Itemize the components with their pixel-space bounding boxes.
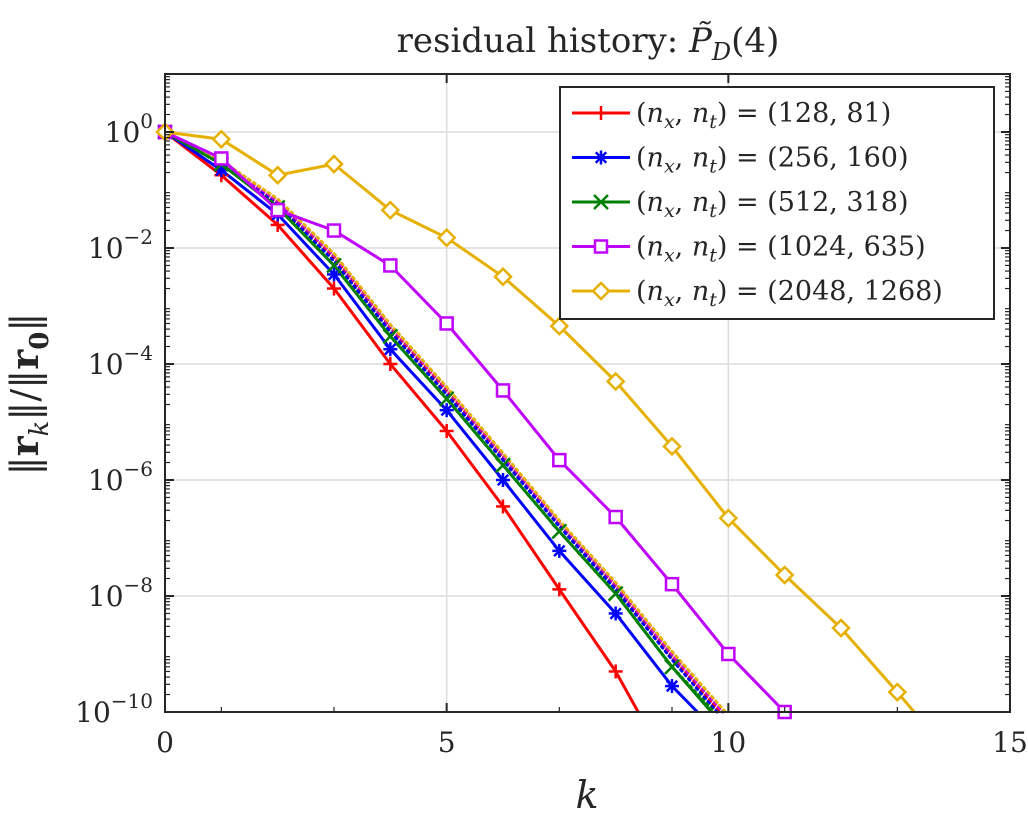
data-point-s0-7 <box>552 582 567 597</box>
legend-label: (nx, nt) = (2048, 1268) <box>636 276 943 311</box>
data-point-s4-13 <box>887 682 908 702</box>
axes-frame <box>164 73 1011 713</box>
legend-marker <box>593 239 609 254</box>
data-point-s2-3 <box>326 257 342 274</box>
x-axis-label: k <box>575 773 598 817</box>
reference-line-4 <box>163 130 727 714</box>
legend-marker <box>594 150 608 165</box>
y-tick-label: 100 <box>105 109 153 149</box>
data-point-s4-2 <box>267 165 288 185</box>
data-point-s2-6 <box>495 457 511 474</box>
legend-marker <box>591 281 611 301</box>
data-point-s3-4 <box>383 258 398 273</box>
x-tick-label: 0 <box>156 726 174 759</box>
series-markers <box>155 122 908 720</box>
x-tick-label: 15 <box>992 726 1028 759</box>
y-tick-label: 10−4 <box>88 341 153 381</box>
data-point-s2-7 <box>551 523 568 540</box>
data-point-s1-7 <box>552 543 567 558</box>
legend-item-1: (nx, nt) = (256, 160) <box>572 143 908 178</box>
data-point-s3-6 <box>495 383 511 398</box>
legend-label: (nx, nt) = (128, 81) <box>636 98 891 133</box>
data-point-s1-3 <box>327 267 341 282</box>
data-point-s4-11 <box>774 565 795 585</box>
data-point-s1-4 <box>383 342 398 357</box>
data-point-s0-3 <box>327 281 341 296</box>
y-tick-label: 10−10 <box>75 689 153 729</box>
y-axis-label: ‖rk‖/‖r0‖ <box>2 313 55 476</box>
data-point-s4-8 <box>605 371 626 392</box>
legend-item-3: (nx, nt) = (1024, 635) <box>572 232 926 267</box>
legend-label: (nx, nt) = (1024, 635) <box>636 232 926 267</box>
data-point-s3-1 <box>214 151 229 166</box>
legend-item-0: (nx, nt) = (128, 81) <box>572 98 891 133</box>
data-point-s0-4 <box>383 357 398 371</box>
data-point-s3-9 <box>664 576 680 592</box>
data-point-s2-4 <box>382 328 399 345</box>
data-point-s3-3 <box>326 223 342 238</box>
series-line-3 <box>164 130 786 714</box>
data-point-s4-3 <box>324 154 344 174</box>
y-tick-label: 10−6 <box>88 457 153 497</box>
title-operator: P̃ <box>688 21 713 61</box>
legend: (nx, nt) = (128, 81) (nx, nt) = (256, 160… <box>559 86 995 320</box>
data-point-s4-10 <box>718 508 739 528</box>
data-point-s2-9 <box>664 658 680 675</box>
data-point-s4-7 <box>549 316 570 336</box>
x-tick-label: 10 <box>711 726 747 759</box>
data-point-s0-6 <box>496 499 510 514</box>
series-line-0 <box>164 130 640 713</box>
x-axis-ticks: 0 5 10 15 <box>156 74 1028 759</box>
data-point-s0-5 <box>439 423 454 438</box>
data-point-s1-5 <box>439 403 454 418</box>
data-point-s3-10 <box>721 646 736 662</box>
data-point-s1-9 <box>665 679 679 694</box>
data-point-s4-6 <box>493 266 513 287</box>
y-tick-label: 10−2 <box>88 225 153 265</box>
data-point-s3-7 <box>552 452 567 468</box>
data-point-s3-8 <box>608 509 623 525</box>
data-point-s2-8 <box>607 585 624 602</box>
data-point-s0-8 <box>608 664 623 679</box>
legend-marker <box>593 194 609 210</box>
data-point-s1-8 <box>608 606 623 621</box>
chart-title: residual history: P̃D(4) <box>397 21 780 66</box>
data-point-s4-4 <box>380 200 401 220</box>
data-point-s4-12 <box>831 618 851 638</box>
x-tick-label: 5 <box>438 726 456 759</box>
data-point-s4-1 <box>211 129 232 150</box>
data-point-s3-5 <box>439 316 454 331</box>
y-axis-ticks: 100 10−2 10−4 10−6 10−8 10−10 <box>75 76 1010 729</box>
legend-label: (nx, nt) = (256, 160) <box>636 143 908 178</box>
legend-item-4: (nx, nt) = (2048, 1268) <box>572 276 943 311</box>
legend-box <box>559 86 995 320</box>
data-point-s3-2 <box>270 202 285 218</box>
y-tick-label: 10−8 <box>88 573 153 613</box>
data-point-s1-6 <box>496 473 510 487</box>
legend-item-2: (nx, nt) = (512, 318) <box>572 187 908 222</box>
legend-marker <box>594 106 608 120</box>
data-point-s4-9 <box>662 436 682 457</box>
data-point-s4-5 <box>436 228 457 248</box>
data-point-s2-5 <box>438 391 455 407</box>
legend-label: (nx, nt) = (512, 318) <box>636 187 908 222</box>
